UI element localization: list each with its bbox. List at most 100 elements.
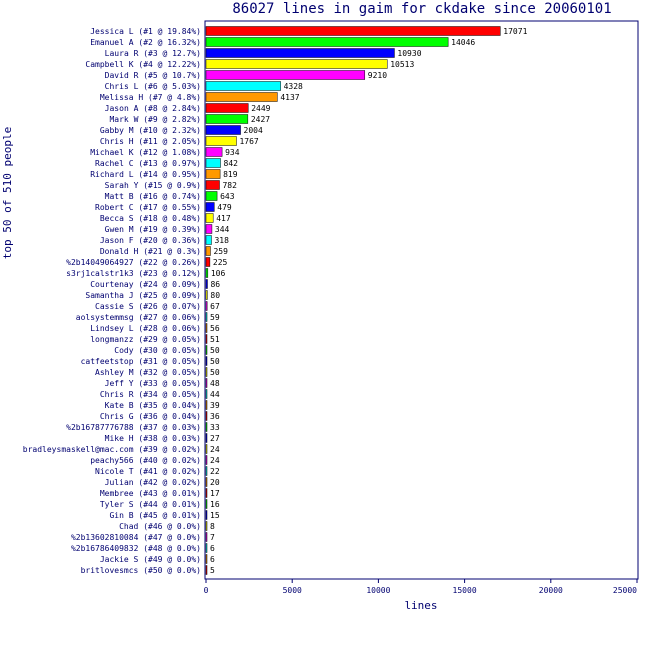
value-label: 56 [210, 324, 220, 333]
category-label: Lindsey L (#28 @ 0.06%) [90, 324, 201, 333]
category-label: Sarah Y (#15 @ 0.9%) [105, 181, 201, 190]
category-label: Chad (#46 @ 0.0%) [119, 522, 201, 531]
category-label: Tyler S (#44 @ 0.01%) [100, 500, 201, 509]
value-label: 16 [210, 500, 220, 509]
value-label: 934 [225, 148, 240, 157]
value-label: 50 [210, 346, 220, 355]
value-label: 7 [210, 533, 215, 542]
x-axis-label: lines [404, 599, 437, 612]
bar [205, 477, 208, 487]
bar [205, 125, 241, 135]
value-label: 1767 [239, 137, 258, 146]
category-label: Jason F (#20 @ 0.36%) [100, 236, 201, 245]
category-label: Richard L (#14 @ 0.95%) [90, 170, 201, 179]
x-tick-label: 20000 [539, 586, 563, 595]
category-label: longmanzz (#29 @ 0.05%) [90, 335, 201, 344]
value-label: 44 [210, 390, 220, 399]
category-label: Jessica L (#1 @ 19.84%) [90, 27, 201, 36]
bar [205, 543, 208, 553]
bar [205, 466, 208, 476]
x-tick-label: 0 [204, 586, 209, 595]
bar [205, 257, 211, 267]
value-label: 51 [210, 335, 220, 344]
value-label: 59 [210, 313, 220, 322]
chart-title: 86027 lines in gaim for ckdake since 200… [232, 1, 611, 17]
value-label: 8 [210, 522, 215, 531]
bar [205, 301, 208, 311]
category-label: Chris H (#11 @ 2.05%) [100, 137, 201, 146]
value-label: 80 [210, 291, 220, 300]
value-label: 15 [210, 511, 220, 520]
bar [205, 554, 208, 564]
bar [205, 37, 449, 47]
bar [205, 345, 208, 355]
value-label: 106 [211, 269, 226, 278]
value-label: 5 [210, 566, 215, 575]
bar [205, 510, 208, 520]
value-labels: 1707114046109301051392104328413724492427… [210, 27, 528, 575]
value-label: 27 [210, 434, 220, 443]
bar [205, 191, 218, 201]
bar [205, 114, 249, 124]
value-label: 24 [210, 445, 220, 454]
bar [205, 565, 208, 575]
bar [205, 180, 220, 190]
value-label: 2427 [251, 115, 270, 124]
bar [205, 70, 366, 80]
value-label: 4328 [284, 82, 303, 91]
value-label: 259 [213, 247, 228, 256]
bar [205, 521, 208, 531]
category-label: Mike H (#38 @ 0.03%) [105, 434, 201, 443]
bar [205, 312, 208, 322]
category-label: %2b16787776788 (#37 @ 0.03%) [66, 423, 201, 432]
bar [205, 444, 208, 454]
category-label: Nicole T (#41 @ 0.02%) [95, 467, 201, 476]
bar [205, 389, 208, 399]
bar [205, 499, 208, 509]
bar [205, 48, 395, 58]
bar [205, 224, 213, 234]
value-label: 36 [210, 412, 220, 421]
bar [205, 158, 221, 168]
value-label: 50 [210, 357, 220, 366]
category-label: Emanuel A (#2 @ 16.32%) [90, 38, 201, 47]
category-label: Jackie S (#49 @ 0.0%) [100, 555, 201, 564]
category-label: Chris R (#34 @ 0.05%) [100, 390, 201, 399]
bar [205, 378, 208, 388]
value-label: 842 [224, 159, 239, 168]
value-label: 4137 [280, 93, 299, 102]
value-label: 39 [210, 401, 220, 410]
bar [205, 488, 208, 498]
bar [205, 422, 208, 432]
category-label: catfeetstop (#31 @ 0.05%) [81, 357, 201, 366]
category-label: bradleysmaskell@mac.com (#39 @ 0.02%) [23, 445, 201, 454]
category-label: Robert C (#17 @ 0.55%) [95, 203, 201, 212]
category-label: Gin B (#45 @ 0.01%) [109, 511, 201, 520]
value-label: 48 [210, 379, 220, 388]
category-label: Cassie S (#26 @ 0.07%) [95, 302, 201, 311]
category-label: Membree (#43 @ 0.01%) [100, 489, 201, 498]
bar [205, 213, 214, 223]
bar [205, 334, 208, 344]
value-label: 643 [220, 192, 235, 201]
bar [205, 26, 501, 36]
category-label: %2b16786409832 (#48 @ 0.0%) [71, 544, 201, 553]
value-label: 479 [217, 203, 232, 212]
value-label: 17 [210, 489, 220, 498]
value-label: 33 [210, 423, 220, 432]
bar [205, 323, 208, 333]
value-label: 86 [210, 280, 220, 289]
value-label: 67 [210, 302, 220, 311]
category-label: Jeff Y (#33 @ 0.05%) [105, 379, 201, 388]
bar [205, 367, 208, 377]
value-label: 24 [210, 456, 220, 465]
bar [205, 400, 208, 410]
bar [205, 455, 208, 465]
value-label: 14046 [451, 38, 475, 47]
bar [205, 411, 208, 421]
x-tick-label: 10000 [366, 586, 390, 595]
category-label: Chris L (#6 @ 5.03%) [105, 82, 201, 91]
category-label: Mark W (#9 @ 2.82%) [109, 115, 201, 124]
